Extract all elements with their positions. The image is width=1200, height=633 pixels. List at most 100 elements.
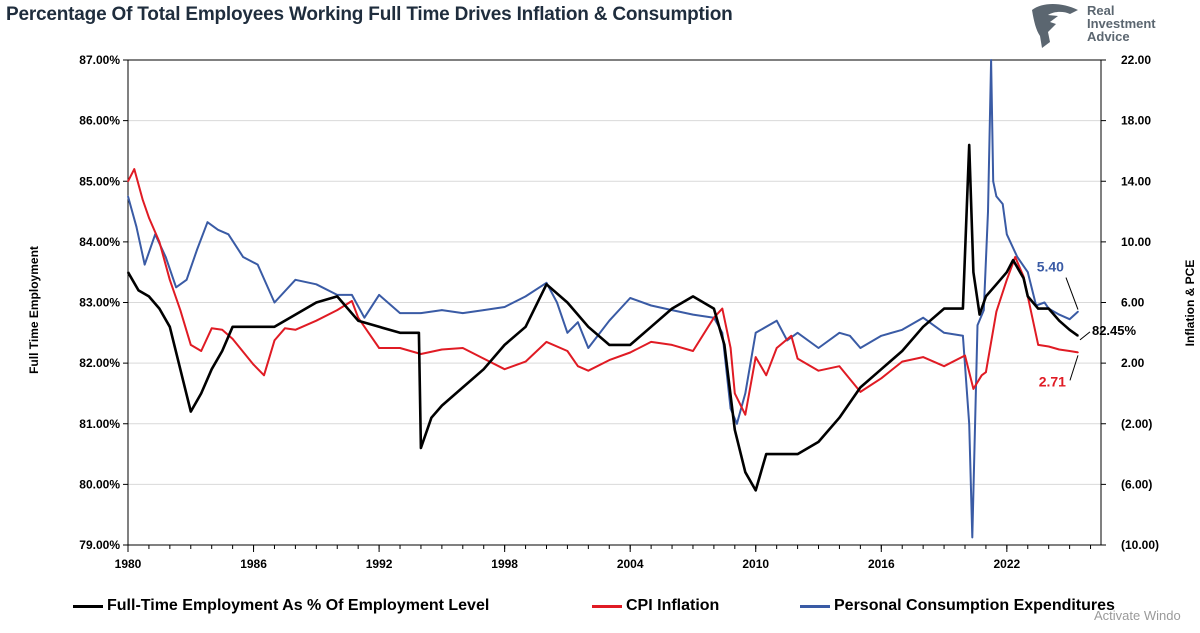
series-point-2 [968,423,970,425]
series-point-2 [922,316,924,319]
legend-item-pce: Personal Consumption Expenditures [800,597,1115,615]
series-point-2 [629,297,631,299]
y-axis-left: 87.00% 86.00% 85.00% 84.00% 83.00% 82.00% 81.0… [79,53,128,552]
series-point-1 [190,344,192,346]
series-point-1 [985,371,987,374]
series-point-0 [294,313,297,316]
y-right-tick-label: (6.00) [1121,477,1152,491]
series-point-1 [1037,344,1039,346]
series-point-2 [838,332,841,334]
y-right-tick-label: 10.00 [1121,235,1151,249]
series-point-2 [556,301,558,304]
series-point-1 [351,300,353,302]
series-point-2 [987,210,989,213]
series-point-2 [775,319,778,322]
series-point-0 [420,447,422,449]
series-point-2 [1001,203,1004,205]
series-point-1 [922,356,924,358]
series-point-2 [859,347,862,349]
series-point-1 [336,309,339,311]
legend-item-cpi: CPI Inflation [592,597,719,615]
series-point-0 [968,144,970,146]
series-point-0 [221,350,223,352]
series-point-0 [1022,277,1025,280]
series-point-2 [849,335,851,337]
series-point-2 [399,312,401,314]
series-point-0 [179,368,182,371]
series-point-1 [744,413,747,416]
y-right-tick-label: 18.00 [1121,114,1151,128]
y-axis-right: 22.00 18.00 14.00 10.00 6.00 2.00 (2.00) (6.00)… [1101,53,1159,552]
series-point-0 [503,344,506,346]
series-point-2 [1068,318,1071,321]
series-point-0 [943,307,945,310]
series-point-0 [231,326,234,328]
series-point-2 [185,279,188,281]
series-point-0 [273,326,276,328]
y-left-tick-label: 86.00% [79,114,120,128]
series-point-1 [169,279,171,281]
series-point-1 [378,347,380,349]
series-point-0 [418,332,420,334]
series-point-2 [796,332,799,334]
legend-item-employment: Full-Time Employment As % Of Employment … [73,597,489,615]
series-point-1 [692,350,694,352]
legend-label-cpi: CPI Inflation [626,597,720,614]
activate-windows-watermark: Activate Windo [1094,608,1181,623]
series-point-0 [336,295,339,298]
logo-line-2: Investment [1087,16,1156,31]
series-point-2 [524,295,527,298]
series-point-1 [221,329,223,331]
series-line-1 [127,168,1079,416]
series-point-2 [880,335,883,337]
series-point-0 [315,301,318,304]
series-point-2 [462,312,464,314]
series-point-1 [1014,256,1016,258]
series-point-0 [148,295,150,298]
series-point-1 [141,198,144,201]
x-tick-label: 2004 [617,557,644,571]
series-point-0 [158,307,161,310]
series-point-0 [482,368,485,371]
logo-text: Real Investment Advice [1087,4,1156,43]
series-point-1 [577,365,579,368]
series-point-2 [420,312,422,314]
series-point-2 [1043,301,1046,304]
series-point-2 [127,195,129,198]
series-point-1 [200,350,202,352]
series-point-0 [723,344,726,346]
legend-label-pce: Personal Consumption Expenditures [834,597,1115,614]
series-point-2 [983,309,985,311]
series-point-0 [1006,271,1008,274]
annotation-cpi: 2.71 [1039,373,1066,389]
annotation-leader-employment [1079,331,1091,341]
y-left-tick-label: 83.00% [79,296,120,310]
series-point-0 [169,326,171,328]
y-left-tick-label: 80.00% [79,477,120,491]
series-point-0 [901,350,903,352]
series-point-1 [729,347,732,349]
series-point-1 [503,368,506,371]
logo-line-1: Real [1087,3,1115,18]
series-point-2 [482,309,485,311]
legend-label-employment: Full-Time Employment As % Of Employment … [107,597,490,614]
series-point-1 [964,354,966,357]
series-point-0 [210,368,213,371]
series-point-0 [650,326,652,328]
series-point-0 [985,295,987,298]
annotation-pce: 5.40 [1037,259,1064,275]
series-point-2 [650,304,652,307]
series-point-1 [838,365,841,368]
series-point-2 [736,423,738,425]
series-point-0 [995,283,998,286]
series-point-0 [775,453,778,455]
series-point-2 [587,347,590,349]
series-point-0 [1012,259,1014,261]
series-point-0 [1047,307,1050,310]
y-left-tick-label: 85.00% [79,174,120,188]
series-point-0 [190,410,192,413]
series-point-2 [378,294,380,296]
series-point-2 [1016,256,1019,258]
chart-title: Percentage Of Total Employees Working Fu… [6,4,733,25]
y-right-tick-label: 14.00 [1121,174,1151,188]
